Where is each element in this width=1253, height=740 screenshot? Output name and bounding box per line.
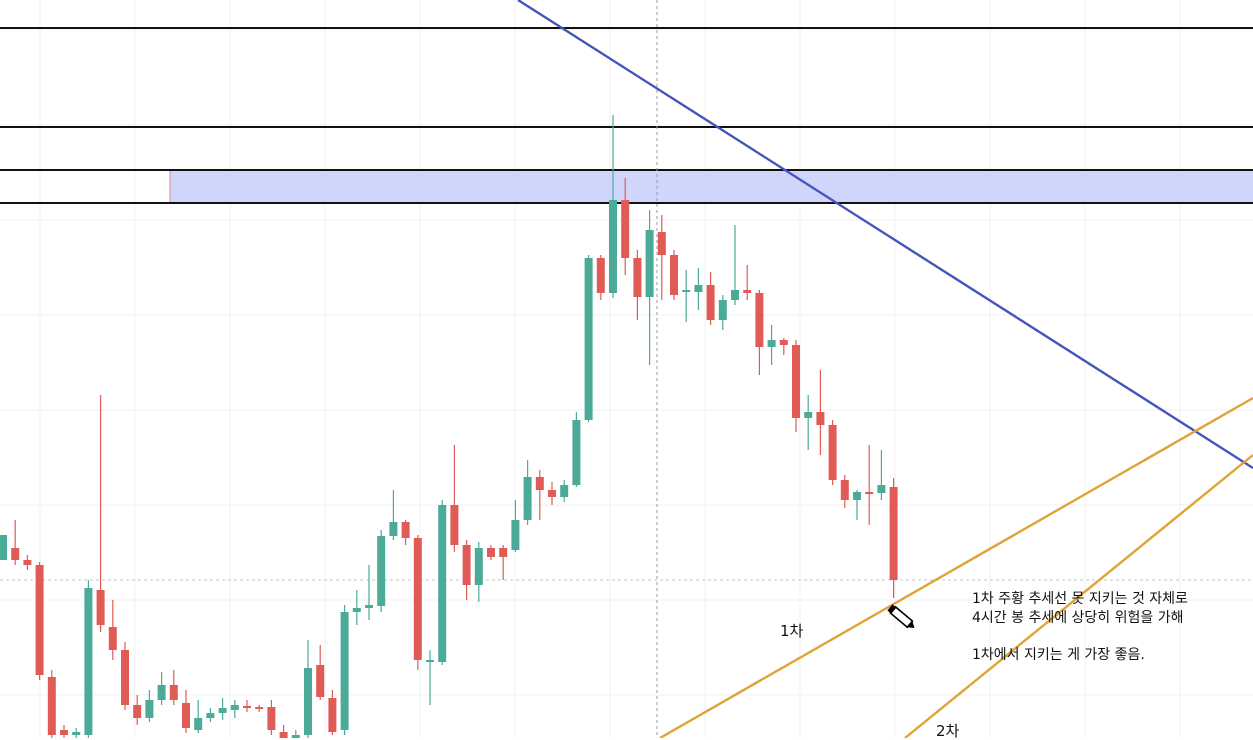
candle-body	[194, 718, 203, 730]
annotation-label-1: 1차	[780, 622, 804, 640]
candle-body	[169, 685, 178, 700]
candle-body	[389, 522, 398, 536]
candle-body	[206, 713, 215, 718]
candle-body	[96, 590, 105, 625]
candle-body	[718, 300, 727, 320]
candle-body	[23, 560, 32, 565]
candle-body	[706, 285, 715, 320]
candle-body	[840, 480, 849, 500]
candle-body	[657, 232, 666, 255]
candle-body	[450, 505, 459, 545]
candle-body	[157, 685, 166, 700]
candle-body	[291, 735, 300, 738]
candle-body	[865, 492, 874, 494]
candle-body	[572, 420, 581, 485]
annotation-note-line2: 4시간 봉 추세에 상당히 위험을 가해	[972, 610, 1184, 626]
trendlines[interactable]	[517, 0, 1253, 738]
annotation-note-line1: 1차 주황 추세선 못 지키는 것 자체로	[972, 591, 1188, 607]
candle-body	[11, 548, 20, 560]
candle-body	[560, 485, 569, 497]
candle-body	[523, 477, 532, 520]
trendline	[517, 0, 1253, 470]
candle-body	[853, 492, 861, 500]
candle-body	[413, 538, 422, 660]
candle-body	[828, 425, 837, 480]
candle-body	[804, 412, 813, 418]
candle-body	[401, 522, 410, 538]
candle-body	[365, 605, 373, 608]
annotation-note-line3: 1차에서 지키는 게 가장 좋음.	[972, 647, 1145, 663]
candle-body	[609, 200, 617, 293]
candle-body	[304, 668, 312, 735]
candle-body	[731, 290, 739, 300]
candle-body	[72, 732, 81, 735]
candle-body	[755, 293, 764, 347]
trendline	[659, 396, 1253, 738]
candle-body	[779, 340, 788, 345]
candle-body	[0, 535, 7, 560]
candle-body	[243, 706, 251, 708]
candle-body	[145, 700, 154, 718]
candle-body	[535, 477, 544, 490]
candle-body	[230, 705, 239, 710]
candle-body	[767, 340, 776, 347]
candle-body	[60, 730, 68, 735]
candle-body	[377, 536, 386, 606]
candle-body	[255, 707, 264, 709]
candle-body	[499, 548, 508, 557]
candle-body	[645, 230, 654, 297]
annotation-label-2: 2차	[936, 722, 960, 740]
candle-body	[621, 200, 630, 258]
candle-body	[511, 520, 520, 550]
candle-body	[84, 588, 93, 735]
candle-body	[548, 490, 556, 497]
candle-body	[133, 705, 142, 718]
candle-body	[182, 703, 190, 728]
candle-body	[670, 255, 678, 295]
candles	[0, 115, 898, 738]
candle-body	[35, 565, 44, 675]
candle-body	[279, 732, 288, 738]
candle-body	[877, 485, 886, 493]
candle-body	[743, 290, 752, 293]
candle-body	[584, 258, 593, 420]
candle-body	[816, 412, 825, 425]
candle-body	[682, 290, 691, 292]
candle-body	[426, 660, 434, 662]
candle-body	[108, 627, 117, 650]
candle-body	[316, 665, 325, 697]
candle-body	[340, 612, 349, 730]
candle-body	[328, 698, 337, 732]
candle-body	[792, 345, 800, 418]
candle-body	[121, 650, 129, 705]
candle-body	[352, 608, 361, 612]
candle-body	[462, 545, 471, 585]
pencil-cursor-icon	[887, 604, 915, 629]
candle-body	[633, 258, 642, 297]
highlight-zone	[170, 170, 1253, 203]
candle-body	[218, 708, 227, 713]
candle-body	[487, 548, 495, 557]
trendline	[904, 454, 1253, 738]
candle-body	[47, 677, 56, 735]
candle-body	[474, 548, 483, 585]
candle-body	[267, 707, 276, 730]
candle-body	[596, 258, 605, 293]
candle-body	[438, 505, 447, 662]
candle-body	[694, 285, 703, 292]
candle-body	[889, 487, 898, 580]
